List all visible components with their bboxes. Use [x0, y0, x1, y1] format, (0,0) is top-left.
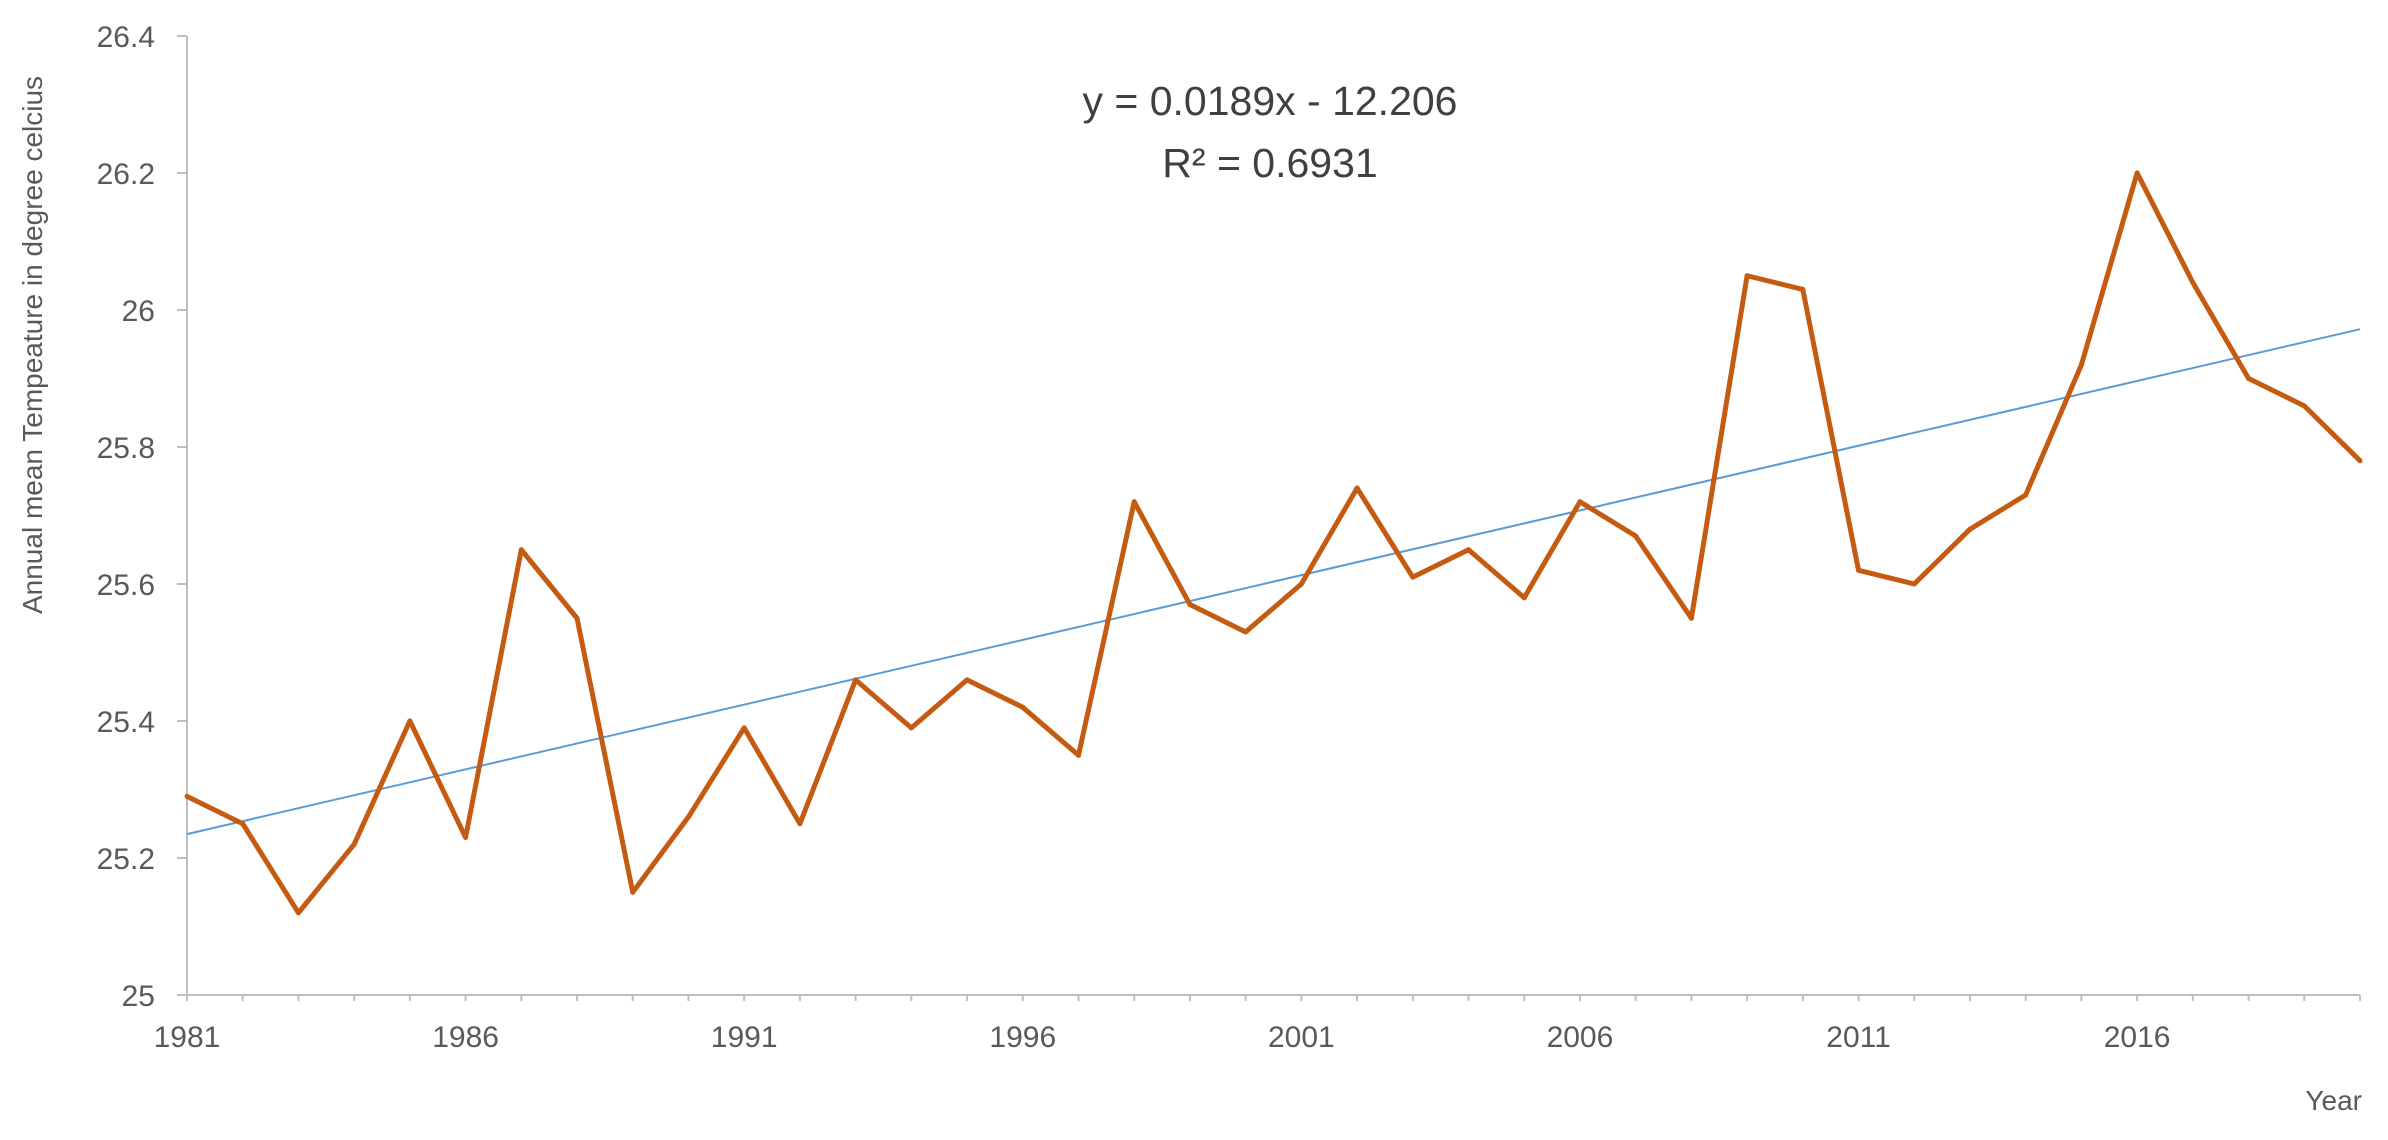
trendline-r-squared: R² = 0.6931	[1162, 140, 1377, 186]
y-tick-label: 26	[122, 295, 155, 328]
y-tick-label: 26.2	[97, 158, 155, 191]
data-points	[184, 170, 2363, 916]
data-point	[908, 725, 914, 731]
x-axis-title: Year	[2305, 1085, 2362, 1116]
data-point	[741, 725, 747, 731]
data-point	[184, 793, 190, 799]
y-tick-label: 25.4	[97, 706, 155, 739]
x-tick-label: 1981	[154, 1021, 221, 1054]
x-axis-ticks: 1981 1986 1991 1996 2001 2006 2011 2016	[154, 995, 2361, 1054]
data-point	[2134, 170, 2140, 176]
x-tick-label: 2001	[1268, 1021, 1335, 1054]
y-tick-label: 25.8	[97, 432, 155, 465]
data-point	[1577, 499, 1583, 505]
data-point	[685, 814, 691, 820]
data-point	[1075, 752, 1081, 758]
data-point	[1298, 581, 1304, 587]
data-point	[1688, 615, 1694, 621]
data-point	[1911, 581, 1917, 587]
x-tick-label: 1986	[432, 1021, 499, 1054]
data-point	[2246, 376, 2252, 381]
y-tick-label: 25	[122, 980, 155, 1013]
data-point	[2023, 492, 2029, 498]
data-point	[295, 910, 301, 916]
y-axis-title: Annual mean Tempeature in degree celcius	[17, 76, 48, 614]
data-point	[1800, 286, 1806, 292]
data-point	[1020, 704, 1026, 710]
data-point	[1466, 547, 1472, 553]
data-point	[797, 821, 803, 827]
data-point	[853, 677, 859, 683]
linear-trendline	[186, 328, 2361, 836]
data-point	[574, 615, 580, 621]
data-point	[463, 834, 469, 840]
data-point	[2301, 403, 2307, 409]
x-tick-label: 1996	[989, 1021, 1056, 1054]
data-point	[1354, 485, 1360, 491]
data-point	[351, 841, 357, 847]
data-point	[1521, 595, 1527, 601]
data-point	[2190, 280, 2196, 286]
trendline-equation: y = 0.0189x - 12.206	[1083, 78, 1458, 124]
y-tick-label: 25.2	[97, 843, 155, 876]
data-point	[630, 889, 636, 895]
y-tick-label: 26.4	[97, 21, 155, 54]
data-point	[407, 718, 413, 724]
data-point	[2357, 458, 2363, 464]
data-point	[1856, 567, 1862, 573]
data-point	[1967, 526, 1973, 532]
data-point	[240, 821, 246, 827]
data-point	[964, 677, 970, 683]
data-point	[1243, 629, 1249, 635]
y-axis-ticks: 25 25.2 25.4 25.6 25.8 26 26.2 26.4	[97, 21, 187, 1013]
x-tick-label: 2016	[2104, 1021, 2171, 1054]
x-tick-label: 2006	[1547, 1021, 1614, 1054]
data-point	[1744, 273, 1750, 279]
x-tick-label: 2011	[1826, 1021, 1891, 1054]
data-point	[518, 547, 524, 553]
data-point	[1410, 574, 1416, 580]
data-point	[2078, 362, 2084, 368]
data-point	[1187, 602, 1193, 608]
data-point	[1131, 499, 1137, 505]
x-tick-label: 1991	[711, 1021, 778, 1054]
temperature-series-line	[185, 170, 2362, 916]
data-point	[1633, 533, 1639, 539]
y-tick-label: 25.6	[97, 569, 155, 602]
